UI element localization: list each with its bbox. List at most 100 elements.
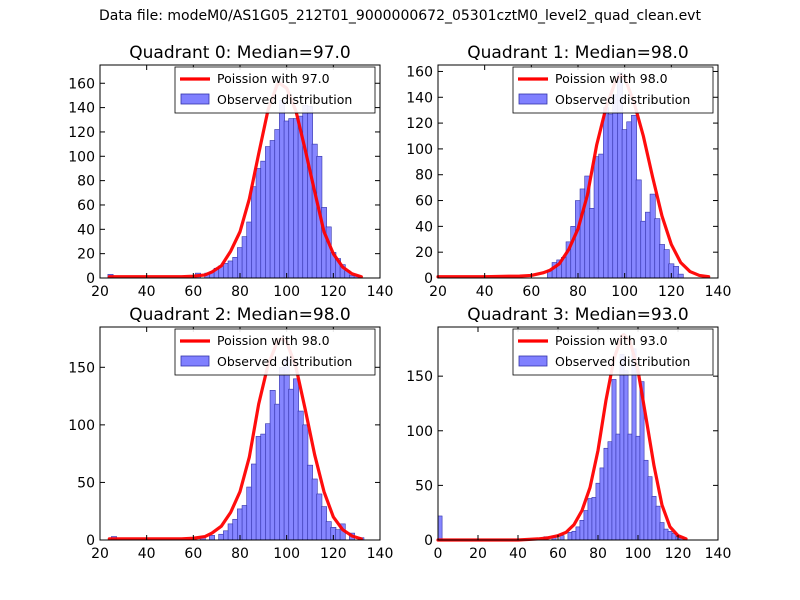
legend: Poission with 98.0 Observed distribution [512,66,714,114]
x-tick-label: 120 [320,546,347,562]
y-tick-label: 50 [415,478,433,494]
histogram-bar [619,354,625,541]
histogram-bar [623,370,629,541]
subplot-title: Quadrant 2: Median=98.0 [129,305,351,325]
histogram-bar [663,528,669,541]
histogram-bar [587,498,593,541]
legend-curve-label: Poission with 98.0 [555,71,668,86]
histogram-bar [655,505,661,541]
legend-bar-swatch [518,355,548,367]
histogram-bar [631,348,637,541]
x-tick-label: 80 [589,546,607,562]
legend-curve-label: Poission with 97.0 [217,71,330,86]
histogram-bar [607,441,613,541]
histogram-bar [595,482,601,541]
y-tick-label: 40 [77,222,95,238]
subplot-quadrant-0: 20 40 60 80 100 120 140020406080100120140160Qu… [68,43,393,300]
y-tick-label: 160 [406,64,433,80]
histogram-bar [567,532,573,541]
y-tick-label: 20 [77,247,95,263]
histogram-bar [667,530,673,541]
x-tick-label: 60 [184,284,202,300]
y-tick-label: 40 [415,219,433,235]
y-tick-label: 150 [68,360,95,376]
legend-bar-swatch [180,93,210,105]
subplot-title: Quadrant 1: Median=98.0 [467,43,689,63]
y-tick-label: 80 [77,174,95,190]
legend: Poission with 93.0 Observed distribution [512,328,714,376]
histogram-bar [677,273,684,279]
y-tick-label: 100 [406,142,433,158]
legend-bar-label: Observed distribution [217,92,352,107]
histogram-bar [643,459,649,541]
x-tick-label: 100 [273,284,300,300]
x-tick-label: 60 [549,546,567,562]
histogram-bar [635,435,641,541]
x-tick-label: 20 [469,546,487,562]
x-tick-label: 140 [367,546,394,562]
legend-bar-swatch [518,93,548,105]
legend-curve-label: Poission with 93.0 [555,333,668,348]
x-tick-label: 140 [367,284,394,300]
histogram-bar [651,496,657,541]
histogram-bar [659,522,665,541]
x-tick-label: 0 [434,546,443,562]
figure-title: Data file: modeM0/AS1G05_212T01_90000006… [99,8,701,24]
subplot-quadrant-1: 20 40 60 80 100 120 140020406080100120140160Qu… [406,43,731,300]
histogram-bar [437,515,443,541]
x-tick-label: 120 [665,546,692,562]
y-tick-label: 140 [68,101,95,117]
axes-frame [437,326,719,541]
legend: Poission with 97.0 Observed distribution [174,66,376,114]
y-tick-label: 120 [68,125,95,141]
x-tick-label: 80 [231,284,249,300]
y-tick-label: 100 [406,424,433,440]
legend-box [512,328,714,376]
histogram-bar [615,433,621,541]
subplot-title: Quadrant 3: Median=93.0 [467,305,689,325]
y-tick-label: 0 [424,533,433,549]
y-tick-label: 0 [86,271,95,287]
x-tick-label: 140 [705,284,732,300]
histogram-bar [583,510,589,541]
y-tick-label: 100 [68,149,95,165]
legend-bar-label: Observed distribution [555,354,690,369]
subplot-title: Quadrant 0: Median=97.0 [129,43,351,63]
x-tick-label: 100 [611,284,638,300]
histogram-bar [209,535,215,541]
legend: Poission with 98.0 Observed distribution [174,328,376,376]
x-tick-label: 60 [184,546,202,562]
x-tick-label: 20 [91,284,109,300]
x-tick-label: 20 [429,284,447,300]
histogram-bar [591,497,597,541]
histogram-bar [611,379,617,541]
legend-curve-label: Poission with 98.0 [217,333,330,348]
x-tick-label: 80 [231,546,249,562]
y-tick-label: 60 [77,198,95,214]
x-tick-label: 120 [658,284,685,300]
y-tick-label: 160 [68,76,95,92]
poisson-curve [436,333,688,542]
histogram-bar [571,530,577,541]
x-tick-label: 60 [522,284,540,300]
legend-box [174,66,376,114]
y-tick-label: 120 [406,116,433,132]
y-tick-label: 60 [415,194,433,210]
x-tick-label: 80 [569,284,587,300]
x-tick-label: 140 [705,546,732,562]
histogram-bar [579,520,585,541]
subplot-quadrant-3: 0 20 40 60 80 100 120 140 0 50 100 150 Quadrant 3: M… [406,305,731,562]
x-tick-label: 40 [509,546,527,562]
x-tick-label: 40 [476,284,494,300]
x-tick-label: 20 [91,546,109,562]
legend-bar-label: Observed distribution [217,354,352,369]
legend-box [512,66,714,114]
legend-box [174,328,376,376]
x-tick-label: 100 [625,546,652,562]
y-tick-label: 0 [86,533,95,549]
histogram-bar [575,526,581,541]
histogram-bar [599,467,605,541]
histogram-bar [627,433,633,541]
y-tick-label: 50 [77,475,95,491]
